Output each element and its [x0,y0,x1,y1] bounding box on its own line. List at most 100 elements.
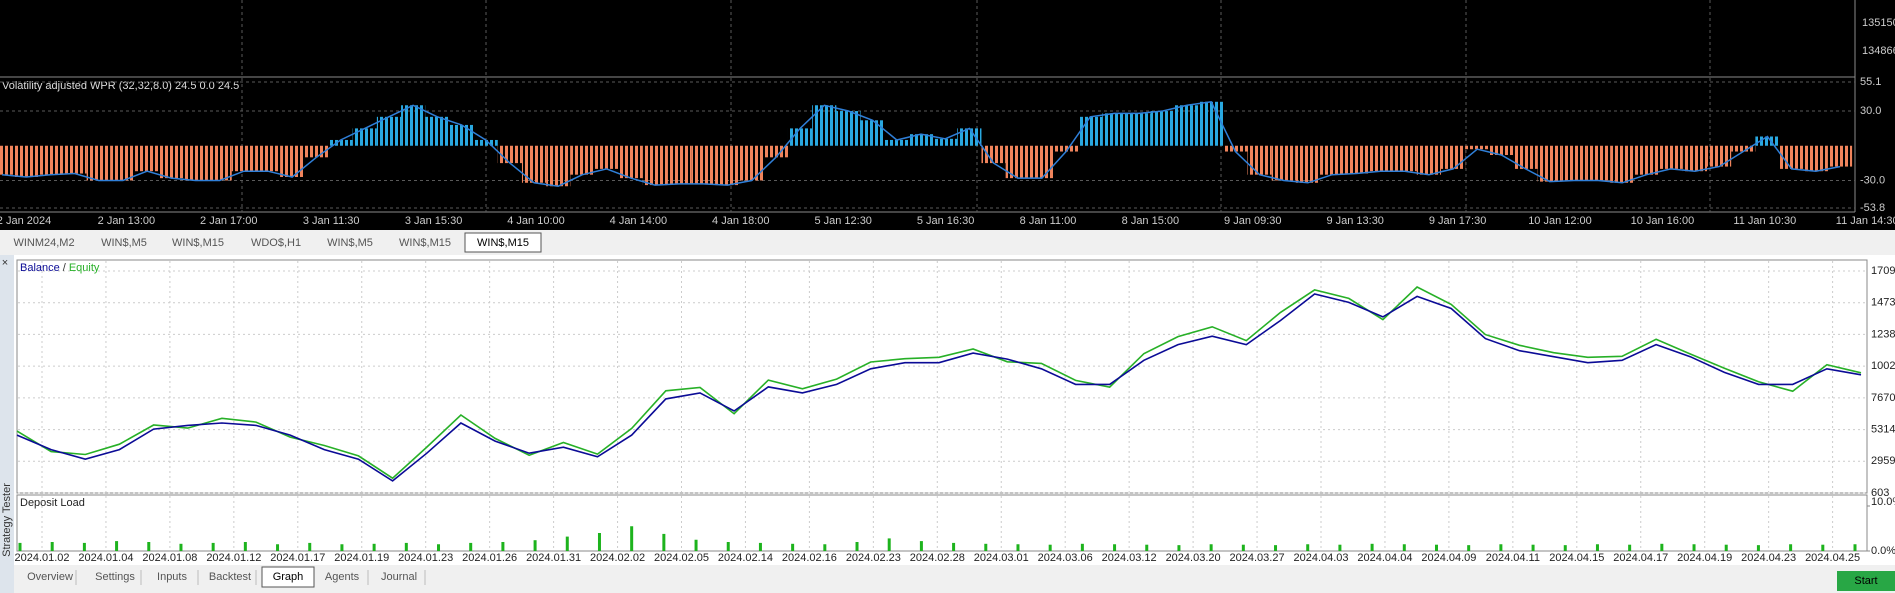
x-tick-label: 2024.02.23 [846,552,901,564]
deposit-bar [919,541,923,551]
deposit-bar [533,540,537,551]
indicator-bar [1658,145,1683,169]
indicator-bar [1755,136,1780,146]
indicator-bar [1465,145,1490,150]
symbol-tab-active[interactable] [464,232,542,253]
deposit-title: Deposit Load [20,497,85,509]
deposit-bar [340,544,344,551]
x-tick-label: 2024.01.17 [270,552,325,564]
indicator-bar [1247,145,1272,175]
y-tick-label: 1002 [1871,360,1895,372]
deposit-plot-area [16,494,1868,552]
indicator-bar [1779,145,1804,169]
deposit-bar [501,542,505,551]
deposit-bar [952,542,956,551]
deposit-bar [50,542,54,551]
x-tick-label: 2024.04.11 [1486,552,1540,564]
indicator-bar [715,145,740,186]
tester-tab[interactable]: Backtest [209,571,251,583]
indicator-bar [691,145,716,184]
indicator-bar [763,145,788,158]
indicator-bar [328,139,353,146]
symbol-tab[interactable]: WDO$,H1 [251,237,301,249]
indicator-title: Volatility adjusted WPR (32,32,8.0) 24.5… [2,80,239,92]
x-tick-label: 4 Jan 10:00 [507,215,565,227]
y-tick-label: -30.0 [1860,174,1885,186]
deposit-bar [1402,544,1406,551]
indicator-bar [1368,145,1393,172]
deposit-bar [1080,543,1084,551]
symbol-tab[interactable]: WIN$,M5 [327,237,373,249]
indicator-bar [957,128,982,146]
start-button-label[interactable]: Start [1854,575,1877,587]
y-tick-label: 1238 [1871,328,1895,340]
deposit-bar [404,542,408,551]
x-tick-label: 2024.03.12 [1102,552,1157,564]
symbol-tab[interactable]: WINM24,M2 [13,237,74,249]
deposit-bar [597,533,601,551]
indicator-bar [401,105,426,146]
tester-tab[interactable]: Inputs [157,571,187,583]
start-button[interactable] [1837,571,1895,591]
x-tick-label: 2024.01.02 [14,552,69,564]
legend-entry: Equity [69,262,100,274]
x-tick-label: 2 Jan 17:00 [200,215,258,227]
deposit-bar [1756,545,1760,551]
indicator-bar [1682,145,1707,172]
deposit-bar [1434,544,1438,551]
indicator-bar [1827,145,1853,167]
legend-separator: / [63,262,67,274]
y-tick-label: 55.1 [1860,76,1881,88]
indicator-bar [1150,111,1175,146]
close-button[interactable]: × [2,257,8,269]
deposit-bar [726,542,730,551]
indicator-bar [860,120,885,146]
y-tick-label: 5314 [1871,423,1895,435]
indicator-bar [1199,101,1224,146]
x-tick-label: 2024.04.25 [1805,552,1860,564]
indicator-bar [1223,145,1248,152]
side-label: Strategy Tester [1,483,13,557]
deposit-bar [565,536,569,551]
indicator-line [1,100,1841,187]
x-tick-label: 9 Jan 13:30 [1326,215,1384,227]
series-line [16,286,1862,480]
deposit-bar [1306,544,1310,551]
deposit-bar [1628,544,1632,551]
x-tick-label: 4 Jan 14:00 [610,215,668,227]
indicator-bar [981,145,1006,164]
indicator-bar [1102,113,1127,146]
deposit-bar [469,542,473,551]
indicator-bar [1489,145,1514,156]
indicator-bar [159,145,184,179]
indicator-bar [787,128,813,146]
x-tick-label: 2024.01.23 [398,552,453,564]
tester-tab[interactable]: Agents [325,571,360,583]
deposit-bar [1145,544,1149,551]
symbol-tab[interactable]: WIN$,M15 [172,237,224,249]
tester-tab[interactable]: Overview [27,571,73,583]
symbol-tab[interactable]: WIN$,M5 [101,237,147,249]
tester-tab[interactable]: Settings [95,571,135,583]
symbol-tab[interactable]: WIN$,M15 [477,237,529,249]
side-strip [0,255,14,593]
x-tick-label: 11 Jan 10:30 [1733,215,1796,227]
deposit-bar [1016,544,1020,551]
indicator-bar [497,145,522,164]
indicator-bar [1029,145,1055,179]
deposit-bar [1563,545,1567,551]
indicator-bar [1295,145,1321,183]
indicator-bar [836,111,861,146]
tester-tab[interactable]: Journal [381,571,417,583]
x-tick-label: 2024.02.16 [782,552,837,564]
symbol-tab[interactable]: WIN$,M15 [399,237,451,249]
indicator-bar [812,105,837,146]
tester-tab[interactable]: Graph [273,571,304,583]
indicator-bar [425,116,450,146]
x-tick-label: 2024.04.19 [1677,552,1732,564]
price-label: 135150 [1862,17,1895,29]
tester-tab-active[interactable] [261,566,315,588]
indicator-bar [183,145,208,181]
